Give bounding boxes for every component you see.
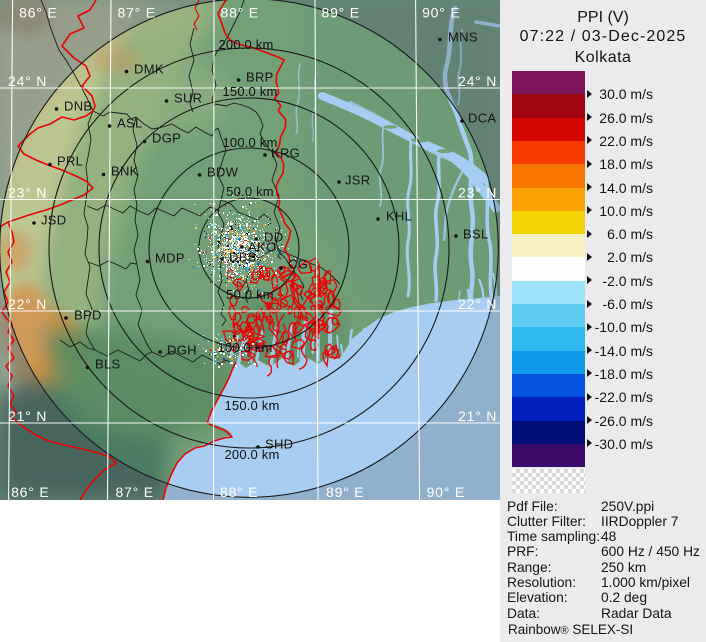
svg-text:50.0 km: 50.0 km (226, 184, 274, 199)
svg-text:150.0 km: 150.0 km (224, 398, 279, 413)
svg-text:BPD: BPD (74, 308, 102, 323)
svg-text:BRP: BRP (246, 70, 274, 85)
svg-text:21° N: 21° N (458, 408, 497, 424)
svg-text:DCA: DCA (468, 111, 496, 126)
svg-text:KHL: KHL (386, 209, 412, 224)
svg-text:DD: DD (264, 230, 283, 245)
svg-text:100.0 km: 100.0 km (222, 135, 277, 150)
svg-text:200.0 km: 200.0 km (224, 447, 279, 462)
svg-text:90° E: 90° E (427, 484, 465, 500)
svg-text:DGP: DGP (152, 131, 181, 146)
svg-text:MDP: MDP (155, 251, 185, 266)
svg-text:BLS: BLS (95, 357, 121, 372)
svg-text:24° N: 24° N (458, 73, 497, 89)
svg-text:50.0 km: 50.0 km (226, 287, 274, 302)
svg-text:150.0 km: 150.0 km (222, 84, 277, 99)
svg-text:86° E: 86° E (19, 5, 57, 21)
svg-text:89° E: 89° E (322, 5, 360, 21)
svg-text:PRL: PRL (57, 154, 83, 169)
svg-text:100.0 km: 100.0 km (217, 340, 272, 355)
svg-text:BDW: BDW (207, 165, 239, 180)
svg-text:DNB: DNB (64, 99, 92, 114)
svg-text:DBS: DBS (229, 250, 257, 265)
svg-text:BSL: BSL (463, 227, 488, 242)
svg-text:86° E: 86° E (11, 484, 49, 500)
svg-text:JSD: JSD (41, 213, 66, 228)
svg-text:87° E: 87° E (116, 484, 154, 500)
svg-text:87° E: 87° E (118, 5, 156, 21)
svg-text:88° E: 88° E (220, 484, 258, 500)
svg-text:22° N: 22° N (8, 296, 47, 312)
svg-text:90° E: 90° E (422, 5, 460, 21)
svg-text:DMK: DMK (134, 62, 164, 77)
svg-text:KRG: KRG (271, 146, 300, 161)
svg-text:23° N: 23° N (8, 185, 47, 201)
svg-text:CG: CG (288, 257, 308, 272)
svg-text:DGH: DGH (167, 343, 197, 358)
svg-text:JSR: JSR (345, 173, 370, 188)
svg-text:24° N: 24° N (8, 73, 47, 89)
svg-text:23° N: 23° N (458, 185, 497, 201)
svg-text:21° N: 21° N (8, 408, 47, 424)
svg-text:AKO: AKO (248, 240, 276, 255)
svg-text:200.0 km: 200.0 km (218, 37, 273, 52)
svg-text:89° E: 89° E (326, 484, 364, 500)
svg-text:88° E: 88° E (221, 5, 259, 21)
svg-text:ASL: ASL (117, 116, 142, 131)
svg-text:MNS: MNS (448, 30, 478, 45)
svg-text:BNK: BNK (111, 164, 139, 179)
svg-text:SUR: SUR (174, 91, 202, 106)
svg-text:22° N: 22° N (458, 296, 497, 312)
svg-text:SHD: SHD (265, 437, 293, 452)
